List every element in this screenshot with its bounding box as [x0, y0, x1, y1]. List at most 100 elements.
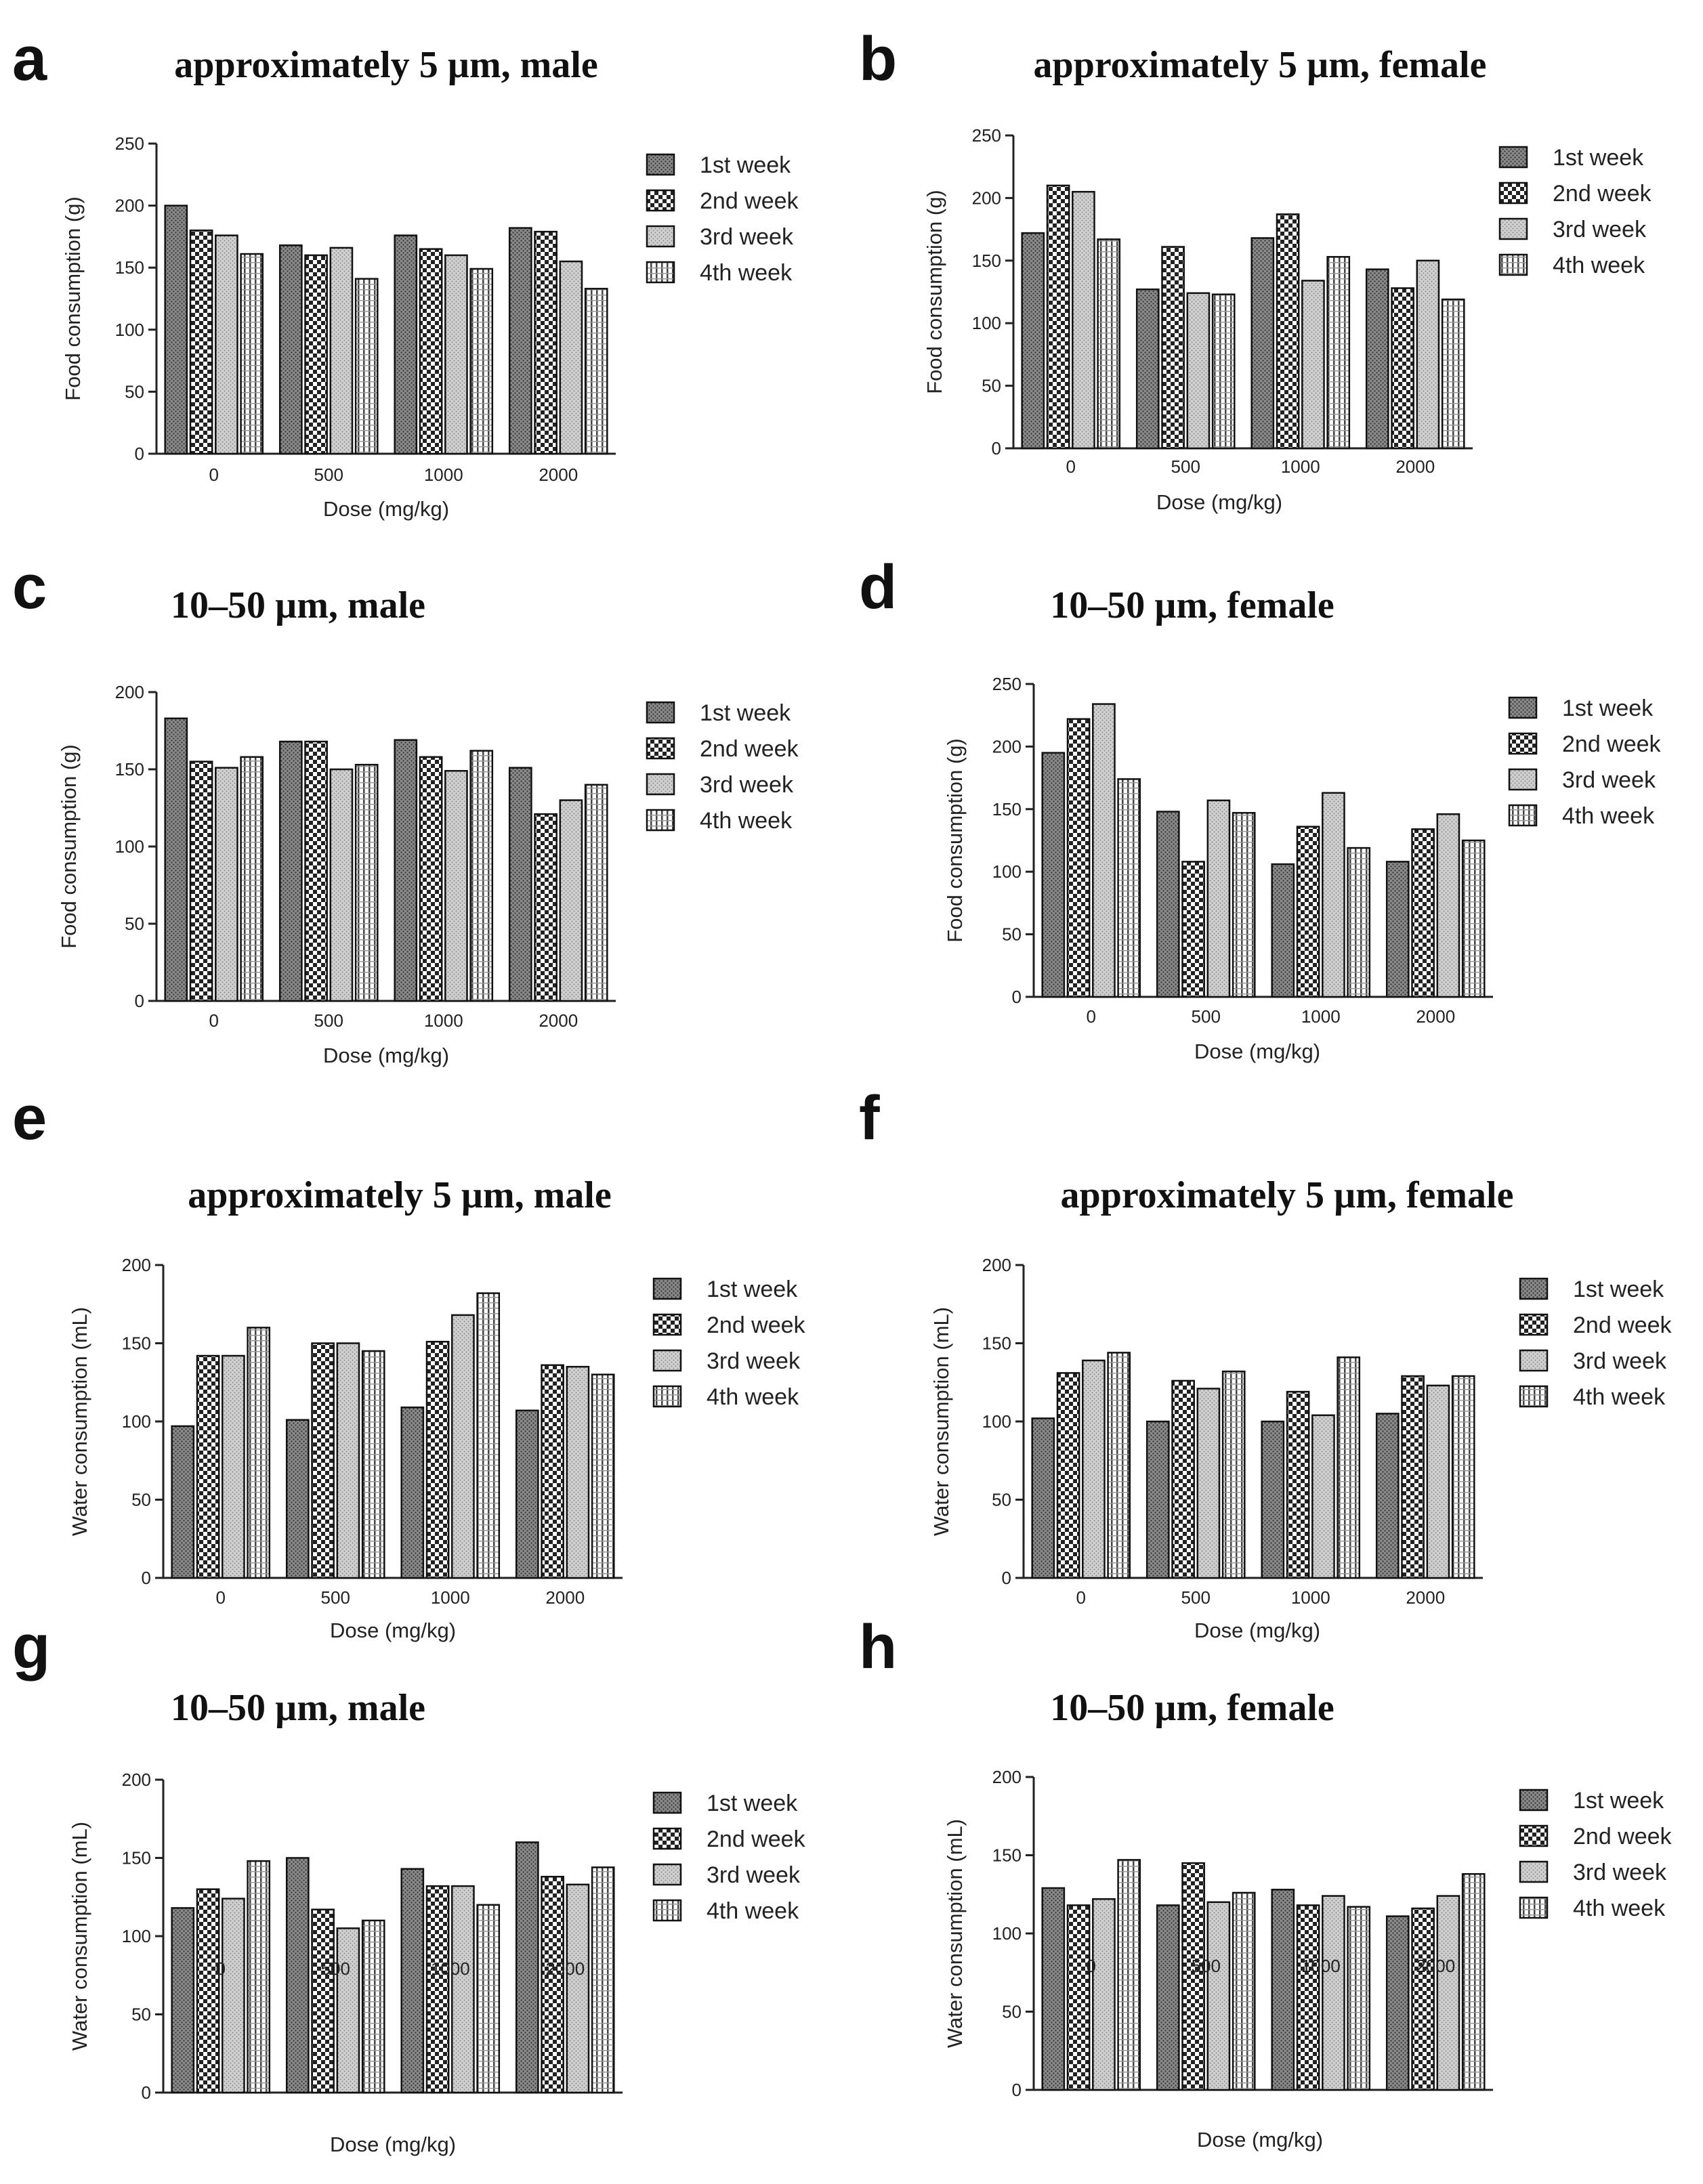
legend: 1st week 2nd week 3rd week 4th week [1508, 695, 1662, 829]
x-tick-label: 500 [321, 1958, 350, 1979]
bar-2nd-week-dose-2000 [1411, 828, 1435, 998]
bar-2nd-week-dose-0 [1046, 184, 1070, 450]
bar-1st-week-dose-0 [1041, 752, 1066, 998]
x-tick-label: 2000 [539, 465, 578, 485]
y-tick-label: 0 [142, 1568, 151, 1588]
y-tick-label: 0 [1012, 2080, 1022, 2100]
bar-4th-week-dose-500 [361, 1919, 385, 2094]
bar-3rd-week-dose-0 [215, 234, 238, 455]
legend-swatch [646, 189, 675, 212]
x-axis-label: Dose (mg/kg) [330, 1619, 456, 1642]
bar-4th-week-dose-0 [240, 756, 264, 1002]
legend-swatch [646, 153, 675, 176]
bar-4th-week-dose-0 [1117, 778, 1141, 998]
x-tick-label: 2000 [539, 1010, 578, 1031]
x-tick-label: 0 [1087, 1956, 1096, 1976]
bar-3rd-week-dose-2000 [559, 260, 583, 455]
legend-swatch [1519, 1313, 1549, 1336]
legend-swatch [652, 1349, 682, 1372]
legend-swatch [646, 701, 675, 724]
bar-4th-week-dose-2000 [1461, 839, 1486, 998]
bar-1st-week-dose-0 [171, 1425, 195, 1579]
x-axis-label: Dose (mg/kg) [323, 497, 449, 521]
x-tick-label: 500 [314, 1010, 343, 1031]
panel-letter: b [859, 24, 897, 93]
y-tick-label: 100 [122, 1411, 151, 1432]
legend-swatch [1508, 804, 1538, 827]
x-tick-label: 2000 [1395, 456, 1435, 477]
legend-swatch [646, 809, 675, 832]
y-tick-label: 200 [122, 1770, 151, 1790]
x-tick-label: 500 [321, 1587, 350, 1608]
bar-1st-week-dose-2000 [1385, 861, 1410, 998]
y-tick-label: 0 [992, 438, 1001, 458]
y-tick-label: 250 [992, 674, 1022, 694]
bar-2nd-week-dose-0 [1066, 718, 1091, 998]
y-axis-label: Food consumption (g) [943, 738, 967, 943]
x-tick-label: 500 [314, 465, 343, 485]
legend-label: 3rd week [1553, 217, 1647, 242]
bar-3rd-week-dose-500 [1186, 292, 1211, 450]
bar-4th-week-dose-0 [1097, 238, 1121, 450]
chart-title: approximately 5 µm, male [188, 1174, 611, 1216]
legend-swatch [646, 225, 675, 248]
x-tick-label: 2000 [545, 1587, 585, 1608]
bar-2nd-week-dose-1000 [419, 756, 443, 1002]
bar-2nd-week-dose-0 [1066, 1904, 1091, 2091]
legend-swatch [1508, 768, 1538, 791]
y-tick-label: 0 [1012, 987, 1022, 1007]
legend-swatch [646, 261, 675, 284]
legend: 1st week 2nd week 3rd week 4th week [652, 1791, 806, 1924]
y-tick-label: 100 [115, 320, 144, 340]
bar-2nd-week-dose-1000 [1296, 826, 1320, 998]
y-tick-label: 200 [122, 1255, 151, 1275]
legend-swatch [652, 1827, 682, 1850]
bar-2nd-week-dose-0 [1056, 1372, 1080, 1579]
bar-1st-week-dose-1000 [394, 234, 418, 455]
y-tick-label: 50 [131, 1490, 151, 1510]
legend-label: 1st week [1562, 695, 1654, 721]
legend-label: 1st week [1573, 1788, 1664, 1814]
y-tick-label: 150 [115, 759, 144, 779]
bar-4th-week-dose-500 [1232, 1891, 1256, 2091]
bar-3rd-week-dose-500 [336, 1342, 360, 1579]
panel-letter: d [859, 553, 897, 622]
x-tick-label: 2000 [1416, 1956, 1455, 1976]
y-tick-label: 200 [972, 188, 1001, 208]
legend-label: 2nd week [1553, 181, 1652, 207]
y-tick-label: 100 [972, 313, 1001, 333]
legend-label: 1st week [700, 152, 791, 178]
x-tick-label: 500 [1181, 1587, 1211, 1608]
y-tick-label: 0 [142, 2082, 151, 2103]
y-tick-label: 150 [992, 799, 1022, 819]
panel-letter: e [12, 1084, 47, 1153]
x-tick-label: 0 [216, 1958, 226, 1979]
panel-letter: f [859, 1084, 880, 1153]
panel-a: a approximately 5 µm, male 0 50 100 150 200 250… [12, 24, 799, 521]
legend-swatch [1519, 1860, 1549, 1883]
bar-1st-week-dose-500 [1156, 811, 1180, 998]
y-tick-label: 200 [115, 682, 144, 702]
x-axis-label: Dose (mg/kg) [330, 2133, 456, 2156]
legend-swatch [646, 773, 675, 796]
y-tick-label: 150 [122, 1333, 151, 1354]
y-tick-label: 50 [125, 914, 144, 934]
chart-title: approximately 5 µm, female [1034, 44, 1487, 86]
bar-4th-week-dose-1000 [1347, 847, 1371, 998]
x-tick-label: 500 [1192, 1006, 1221, 1027]
legend-label: 1st week [700, 700, 791, 726]
chart-title: 10–50 µm, female [1050, 1687, 1334, 1729]
bar-3rd-week-dose-2000 [1416, 259, 1440, 450]
legend-swatch [1498, 146, 1528, 169]
y-tick-label: 100 [115, 836, 144, 857]
bar-1st-week-dose-1000 [1261, 1420, 1285, 1579]
bar-3rd-week-dose-0 [222, 1898, 245, 2094]
legend-label: 1st week [707, 1791, 798, 1816]
legend-swatch [652, 1863, 682, 1886]
x-axis-label: Dose (mg/kg) [1194, 1619, 1320, 1642]
legend-swatch [1519, 1896, 1549, 1919]
legend: 1st week 2nd week 3rd week 4th week [1498, 145, 1652, 278]
